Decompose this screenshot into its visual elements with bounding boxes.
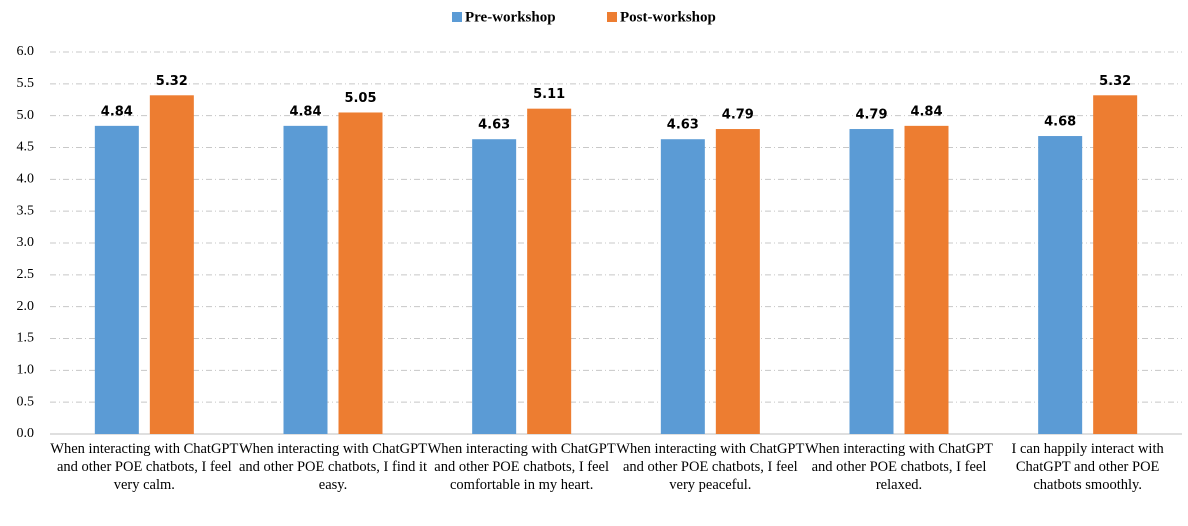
value-label: 5.32 xyxy=(156,74,188,89)
x-tick-label: When interacting with ChatGPT and other … xyxy=(50,441,239,493)
y-tick-label: 3.5 xyxy=(17,203,35,218)
bar xyxy=(904,125,949,434)
bar xyxy=(149,95,194,434)
value-label: 4.84 xyxy=(910,104,942,119)
value-label: 4.84 xyxy=(101,104,133,119)
value-label: 4.84 xyxy=(289,104,321,119)
y-tick-label: 5.0 xyxy=(17,108,35,123)
value-label: 5.11 xyxy=(533,87,565,102)
y-tick-label: 0.0 xyxy=(17,426,35,441)
bar xyxy=(715,129,760,434)
value-label: 4.79 xyxy=(722,108,754,123)
value-label: 4.63 xyxy=(478,118,510,133)
value-label: 4.68 xyxy=(1044,115,1076,130)
x-tick-label: When interacting with ChatGPT and other … xyxy=(427,441,616,493)
legend-label: Pre-workshop xyxy=(465,9,556,25)
y-tick-label: 4.5 xyxy=(17,140,35,155)
bar xyxy=(472,139,517,434)
y-tick-label: 2.0 xyxy=(17,299,35,314)
y-tick-label: 5.5 xyxy=(17,76,35,91)
y-tick-label: 1.5 xyxy=(17,331,35,346)
x-tick-label: I can happily interact with ChatGPT and … xyxy=(1011,441,1164,493)
bar xyxy=(527,108,572,434)
value-label: 5.32 xyxy=(1099,74,1131,89)
bar xyxy=(849,129,894,434)
value-label: 4.79 xyxy=(855,108,887,123)
legend-swatch xyxy=(452,12,462,22)
bar xyxy=(1093,95,1138,434)
y-tick-label: 3.0 xyxy=(17,235,35,250)
bar xyxy=(94,125,139,434)
bar xyxy=(283,125,328,434)
x-tick-label: When interacting with ChatGPT and other … xyxy=(804,441,994,493)
bar xyxy=(338,112,383,434)
y-tick-label: 0.5 xyxy=(17,394,35,409)
y-tick-label: 4.0 xyxy=(17,172,35,187)
y-tick-label: 6.0 xyxy=(17,44,35,59)
x-tick-label: When interacting with ChatGPT and other … xyxy=(616,441,805,493)
value-label: 5.05 xyxy=(344,91,376,106)
y-tick-label: 1.0 xyxy=(17,363,35,378)
legend-swatch xyxy=(607,12,617,22)
legend-label: Post-workshop xyxy=(620,9,716,25)
bar xyxy=(660,139,705,434)
bar xyxy=(1038,136,1083,435)
y-tick-label: 2.5 xyxy=(17,267,35,282)
value-label: 4.63 xyxy=(667,118,699,133)
x-tick-label: When interacting with ChatGPT and other … xyxy=(238,441,428,493)
